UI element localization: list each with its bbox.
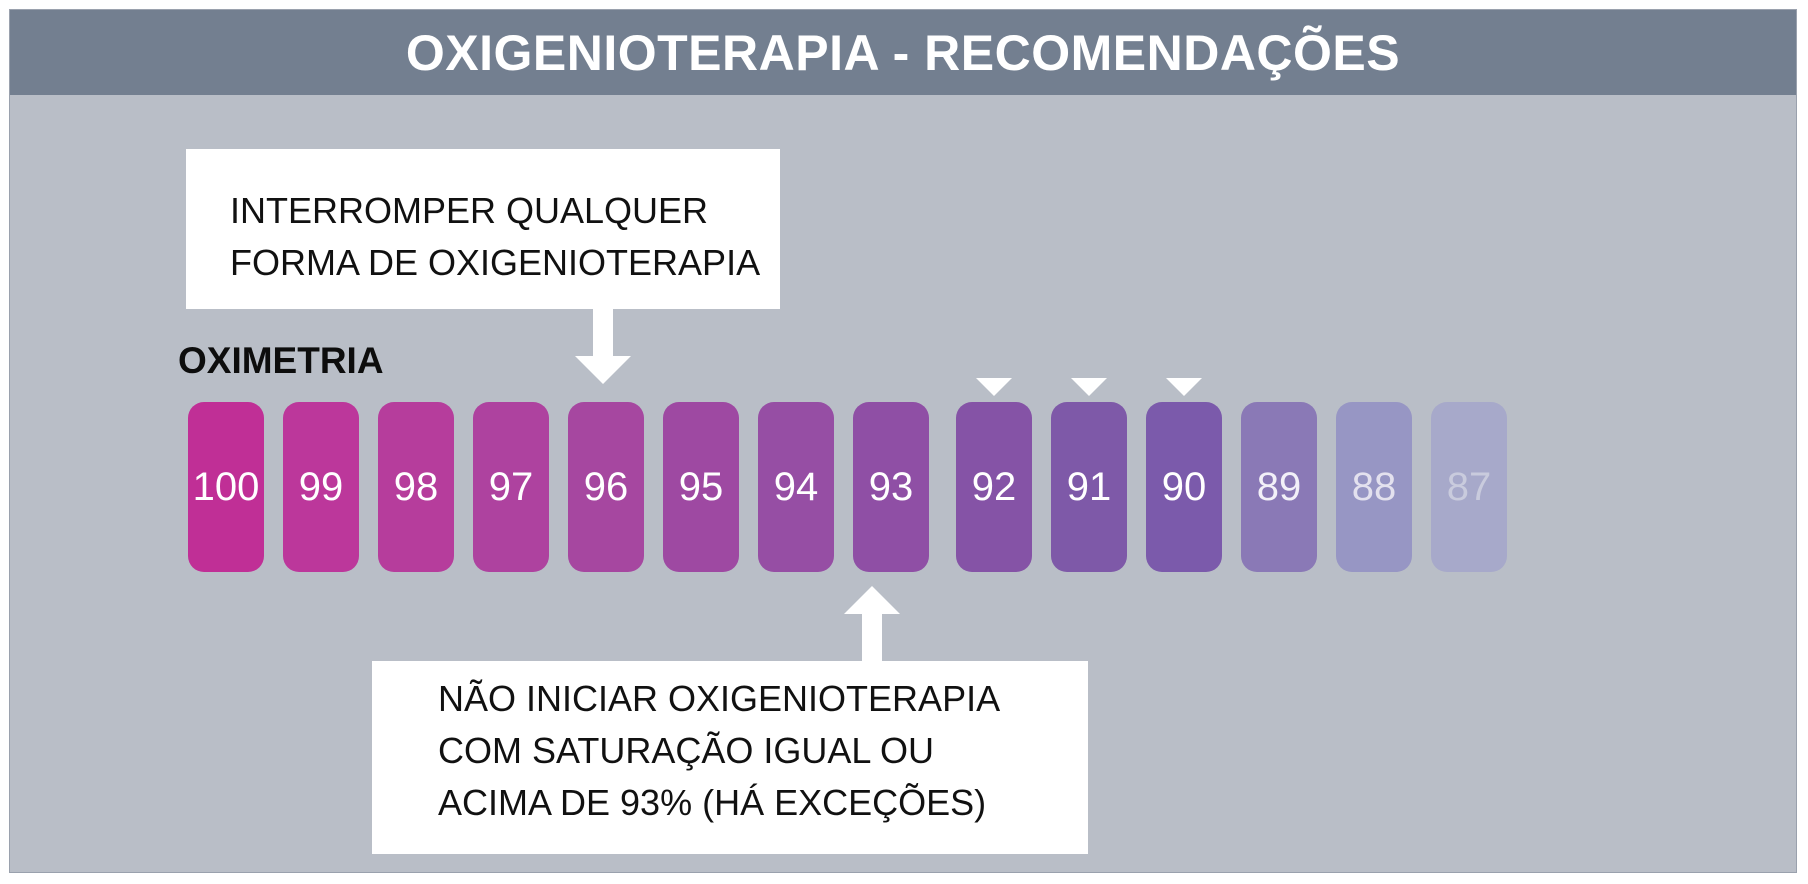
oximetry-cell-92: 92	[956, 402, 1032, 572]
oximetry-cell-94: 94	[758, 402, 834, 572]
header-bar: OXIGENIOTERAPIA - RECOMENDAÇÕES	[10, 10, 1796, 95]
oximetry-cell-88: 88	[1336, 402, 1412, 572]
marker-92-icon	[976, 378, 1012, 396]
oximetry-cell-93: 93	[853, 402, 929, 572]
do-not-start-callout: NÃO INICIAR OXIGENIOTERAPIA COM SATURAÇÃ…	[372, 661, 1088, 854]
oximetry-cell-95: 95	[663, 402, 739, 572]
up-arrow-icon	[844, 586, 900, 661]
oximetry-label: OXIMETRIA	[178, 340, 384, 381]
oximetry-cell-87: 87	[1431, 402, 1507, 572]
marker-91-icon	[1071, 378, 1107, 396]
oximetry-cell-98: 98	[378, 402, 454, 572]
do-not-start-line-1: NÃO INICIAR OXIGENIOTERAPIA	[438, 678, 1001, 719]
do-not-start-line-2: COM SATURAÇÃO IGUAL OU	[438, 730, 935, 771]
oximetry-cell-99: 99	[283, 402, 359, 572]
down-arrow-icon	[575, 309, 631, 384]
oximetry-cell-96: 96	[568, 402, 644, 572]
stop-oxygen-callout: INTERROMPER QUALQUER FORMA DE OXIGENIOTE…	[186, 149, 780, 309]
oximetry-cell-97: 97	[473, 402, 549, 572]
do-not-start-line-3: ACIMA DE 93% (HÁ EXCEÇÕES)	[438, 782, 987, 823]
marker-90-icon	[1166, 378, 1202, 396]
oximetry-cell-100: 100	[188, 402, 264, 572]
oximetry-cell-90: 90	[1146, 402, 1222, 572]
stop-oxygen-line-2: FORMA DE OXIGENIOTERAPIA	[230, 242, 761, 283]
oximetry-cell-89: 89	[1241, 402, 1317, 572]
page-title: OXIGENIOTERAPIA - RECOMENDAÇÕES	[405, 24, 1401, 81]
recommendation-panel: OXIGENIOTERAPIA - RECOMENDAÇÕES INTERROM…	[9, 9, 1797, 873]
oximetry-cell-91: 91	[1051, 402, 1127, 572]
stop-oxygen-line-1: INTERROMPER QUALQUER	[230, 190, 709, 231]
